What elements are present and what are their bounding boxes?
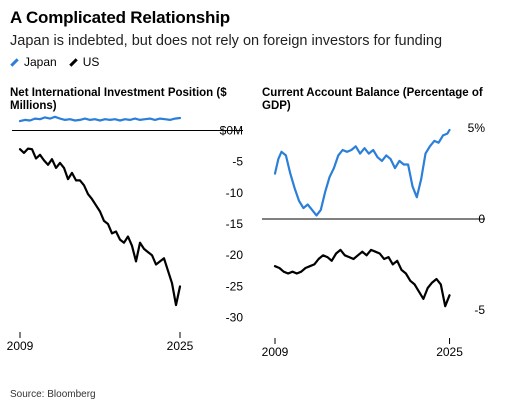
right-x-tick-label: 2009 [262, 345, 289, 359]
left-y-tick-label: -20 [226, 248, 244, 262]
left-y-tick-label: -25 [226, 279, 244, 293]
right-chart-title: Current Account Balance (Percentage of G… [262, 87, 483, 112]
page-subtitle: Japan is indebted, but does not rely on … [10, 33, 443, 49]
page-title: A Complicated Relationship [10, 8, 230, 27]
right-series-line-japan [273, 128, 451, 217]
left-x-tick-label: 2025 [167, 339, 194, 353]
left-y-tick-label: -10 [226, 186, 244, 200]
legend: Japan US [10, 55, 105, 69]
left-y-tick-label: -5 [232, 155, 243, 169]
source-note: Source: Bloomberg [10, 389, 96, 400]
left-series-line-japan [18, 115, 182, 123]
right-y-tick-label: -5 [474, 303, 485, 317]
left-y-tick-label: -30 [226, 311, 244, 325]
right-y-tick-label: 5% [468, 121, 486, 135]
legend-label-japan: Japan [24, 55, 57, 69]
right-series-line-us [273, 248, 451, 308]
left-y-tick-label: $0M [220, 123, 243, 137]
left-series-line-us [18, 147, 182, 307]
left-x-tick-label: 2009 [7, 339, 34, 353]
left-y-tick-label: -15 [226, 217, 244, 231]
right-y-tick-label: 0 [478, 212, 485, 226]
legend-item-japan: Japan [10, 55, 57, 69]
left-chart-title: Net International Investment Position ($… [10, 87, 227, 112]
right-x-tick-label: 2025 [436, 345, 463, 359]
legend-item-us: US [68, 55, 100, 69]
legend-label-us: US [82, 55, 100, 69]
